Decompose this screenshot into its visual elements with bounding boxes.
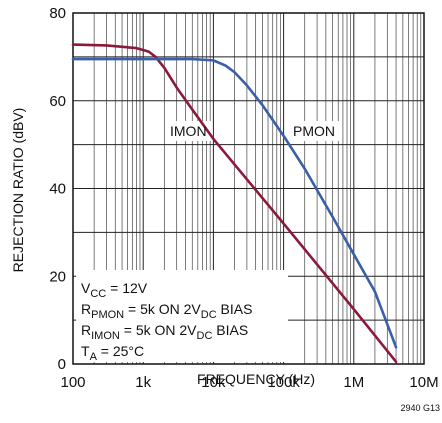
y-tick-label: 0 bbox=[58, 356, 66, 373]
label-backing-imon bbox=[166, 121, 212, 141]
x-axis-label: FREQUENCY (Hz) bbox=[197, 371, 315, 387]
label-backing-pmon bbox=[289, 121, 339, 141]
series-line-imon bbox=[71, 43, 398, 364]
tick-labels: 100 1k 10k 100k 1M 10M 0 20 40 60 80 bbox=[49, 5, 438, 391]
x-tick-label: 1k bbox=[135, 374, 151, 391]
x-tick-label: 1M bbox=[343, 374, 364, 391]
condition-line: TA = 25°C bbox=[81, 343, 144, 363]
plot-frame bbox=[72, 12, 425, 365]
series-line-pmon bbox=[71, 57, 398, 349]
y-tick-label: 80 bbox=[49, 5, 66, 22]
condition-line: RIMON = 5k ON 2VDC BIAS bbox=[81, 322, 248, 342]
condition-line: RPMON = 5k ON 2VDC BIAS bbox=[81, 301, 252, 321]
grid bbox=[72, 12, 425, 365]
conditions-backing bbox=[76, 270, 288, 362]
figure-id: 2940 G13 bbox=[400, 403, 440, 413]
x-tick-label: 10M bbox=[409, 374, 438, 391]
y-tick-label: 40 bbox=[49, 181, 66, 198]
series-label-pmon: PMON bbox=[293, 123, 335, 139]
condition-line: VCC = 12V bbox=[81, 280, 148, 300]
x-tick-label: 10k bbox=[201, 374, 226, 391]
y-axis-label: REJECTION RATIO (dBV) bbox=[10, 108, 26, 273]
y-tick-label: 60 bbox=[49, 93, 66, 110]
curves bbox=[71, 43, 398, 364]
x-tick-label: 100k bbox=[267, 374, 300, 391]
x-tick-label: 100 bbox=[60, 374, 85, 391]
y-tick-label: 20 bbox=[49, 268, 66, 285]
series-label-imon: IMON bbox=[170, 123, 207, 139]
